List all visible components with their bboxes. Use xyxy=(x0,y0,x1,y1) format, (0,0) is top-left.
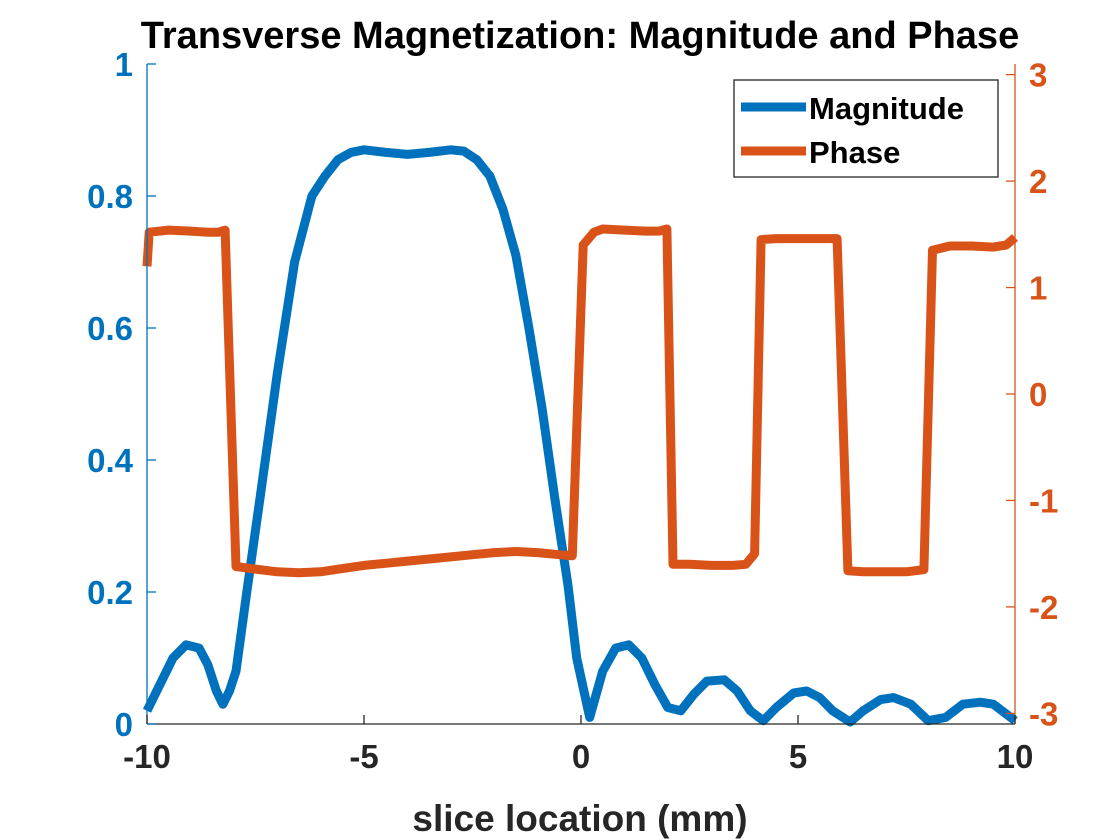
x-tick-label: 10 xyxy=(997,738,1034,775)
left-y-tick-label: 0.4 xyxy=(87,442,134,479)
plot-lines xyxy=(142,145,1018,727)
chart-title: Transverse Magnetization: Magnitude and … xyxy=(141,15,1019,57)
right-y-tick-label: 1 xyxy=(1029,270,1047,307)
legend-label-magnitude: Magnitude xyxy=(809,91,964,126)
x-tick-label: 5 xyxy=(789,738,807,775)
x-axis-label: slice location (mm) xyxy=(412,798,747,839)
right-y-tick-label: 2 xyxy=(1029,163,1047,200)
right-y-tick-label: -3 xyxy=(1029,695,1058,732)
left-y-tick-label: 0.2 xyxy=(87,574,133,611)
right-y-tick-label: 0 xyxy=(1029,376,1047,413)
right-y-tick-label: 3 xyxy=(1029,57,1047,94)
legend-box xyxy=(733,79,999,178)
left-y-tick-label: 0.8 xyxy=(87,178,133,215)
left-y-tick-label: 0.6 xyxy=(87,310,133,347)
right-y-tick-label: -2 xyxy=(1029,589,1058,626)
legend-label-phase: Phase xyxy=(809,135,900,170)
series-line-phase xyxy=(142,224,1018,578)
left-y-tick-label: 0 xyxy=(115,706,133,743)
x-tick-label: -10 xyxy=(123,738,171,775)
x-tick-label: -5 xyxy=(349,738,378,775)
x-tick-label: 0 xyxy=(572,738,590,775)
right-y-tick-label: -1 xyxy=(1029,482,1058,519)
left-y-tick-label: 1 xyxy=(115,46,133,83)
series-line-magnitude xyxy=(142,145,1018,727)
legend: Magnitude Phase xyxy=(733,79,999,178)
